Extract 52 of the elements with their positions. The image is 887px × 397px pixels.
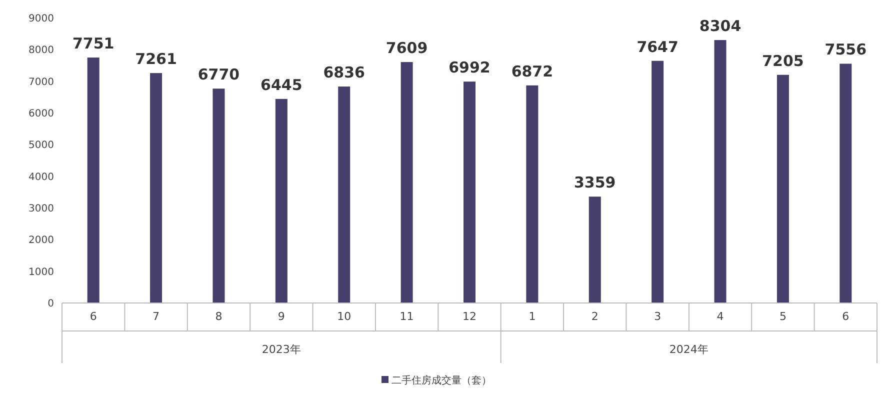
x-tick-label: 9 (278, 310, 285, 323)
data-label: 7261 (135, 50, 177, 68)
x-tick-label: 7 (152, 310, 160, 323)
data-label: 7609 (386, 39, 428, 58)
data-label: 6770 (198, 66, 240, 84)
data-label: 6872 (511, 62, 554, 80)
y-tick-label: 2000 (28, 235, 54, 246)
bar (588, 196, 601, 303)
x-tick-label: 6 (842, 310, 850, 323)
data-label: 6992 (448, 58, 490, 77)
data-label: 6836 (323, 64, 365, 82)
y-tick-label: 4000 (28, 172, 54, 183)
legend-label: 二手住房成交量（套） (392, 374, 492, 386)
bar (150, 73, 162, 303)
x-tick-label: 12 (462, 310, 476, 323)
bar (212, 88, 225, 303)
data-label: 3359 (574, 174, 616, 192)
y-tick-label: 5000 (28, 140, 54, 152)
bar (464, 82, 476, 303)
data-label: 7205 (762, 52, 804, 70)
y-tick-label: 1000 (28, 266, 54, 278)
data-label: 7751 (72, 34, 114, 53)
x-tick-label: 5 (779, 310, 786, 323)
y-tick-label: 6000 (28, 108, 54, 120)
bar (338, 86, 350, 303)
bar (400, 62, 413, 303)
y-tick-label: 9000 (28, 14, 54, 24)
bar (840, 64, 852, 303)
text: 2024年 (669, 343, 708, 356)
y-tick-label: 8000 (28, 45, 54, 56)
data-label: 8304 (699, 17, 742, 36)
bar (652, 60, 664, 303)
data-label: 7556 (824, 40, 867, 59)
y-tick-label: 3000 (28, 204, 54, 214)
data-label: 7647 (636, 38, 678, 56)
bar (776, 74, 789, 303)
y-tick-label: 7000 (28, 76, 54, 88)
y-tick-label: 0 (48, 298, 54, 310)
x-tick-label: 2 (591, 310, 598, 323)
bar (87, 58, 100, 303)
x-tick-label: 6 (90, 310, 97, 323)
bar (526, 85, 538, 303)
bar (714, 40, 726, 303)
x-tick-label: 10 (337, 310, 352, 323)
x-tick-label: 11 (400, 310, 414, 323)
text: 2023年 (262, 343, 301, 356)
x-tick-label: 4 (716, 310, 724, 323)
data-label: 6445 (260, 76, 302, 94)
x-tick-label: 3 (654, 310, 662, 323)
bar (275, 98, 288, 303)
x-tick-label: 1 (528, 310, 536, 323)
x-tick-label: 8 (215, 310, 222, 323)
